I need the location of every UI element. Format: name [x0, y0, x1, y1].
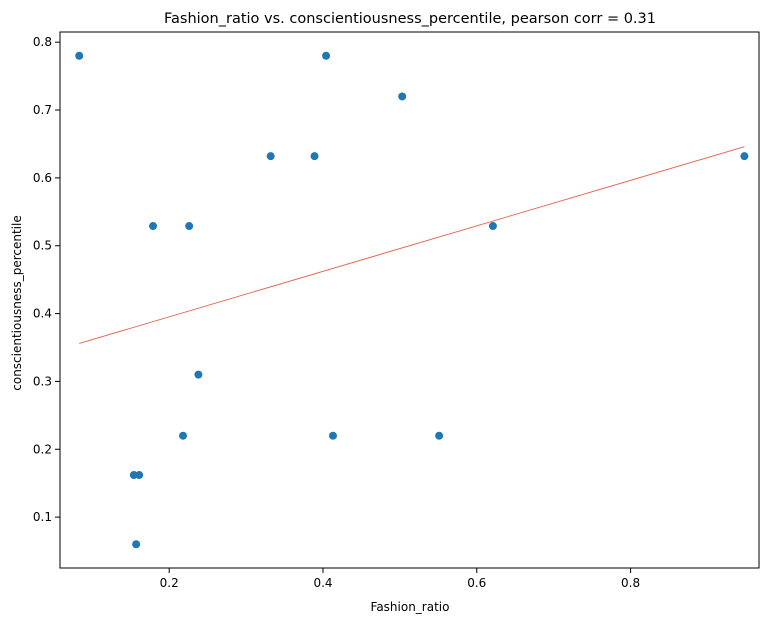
y-tick-label-3: 0.3	[33, 374, 52, 388]
x-axis-label: Fashion_ratio	[371, 600, 450, 614]
y-tick-label-6: 0.6	[33, 171, 52, 185]
data-point-11	[179, 431, 188, 440]
data-point-4	[266, 152, 275, 161]
y-tick-label-2: 0.2	[33, 442, 52, 456]
y-axis-label: conscientiousness_percentile	[10, 215, 24, 390]
x-tick-label-1: 0.2	[160, 576, 179, 590]
y-tick-label-8: 0.8	[33, 35, 52, 49]
x-tick-label-2: 0.4	[313, 576, 332, 590]
y-tick-label-7: 0.7	[33, 103, 52, 117]
data-point-8	[185, 222, 194, 231]
data-point-5	[310, 152, 319, 161]
data-point-16	[132, 540, 141, 549]
data-point-12	[328, 431, 337, 440]
y-tick-label-5: 0.5	[33, 239, 52, 253]
y-tick-label-1: 0.1	[33, 510, 52, 524]
data-point-15	[135, 471, 144, 480]
data-point-6	[740, 152, 749, 161]
data-point-3	[398, 92, 407, 101]
data-point-10	[194, 370, 203, 379]
x-tick-label-4: 0.8	[621, 576, 640, 590]
data-point-9	[488, 222, 497, 231]
data-point-13	[435, 431, 444, 440]
data-point-1	[75, 51, 84, 60]
trend-line	[79, 146, 745, 344]
data-point-7	[149, 222, 158, 231]
y-tick-label-4: 0.4	[33, 307, 52, 321]
plot-area: 0.2 0.4 0.6 0.8 0.1 0.2 0.3 0.4 0.5 0.6 0.7 0.8	[33, 31, 760, 590]
chart-title: Fashion_ratio vs. conscientiousness_perc…	[164, 11, 656, 27]
plot-frame	[59, 31, 760, 569]
data-point-2	[322, 51, 331, 60]
x-tick-label-3: 0.6	[467, 576, 486, 590]
